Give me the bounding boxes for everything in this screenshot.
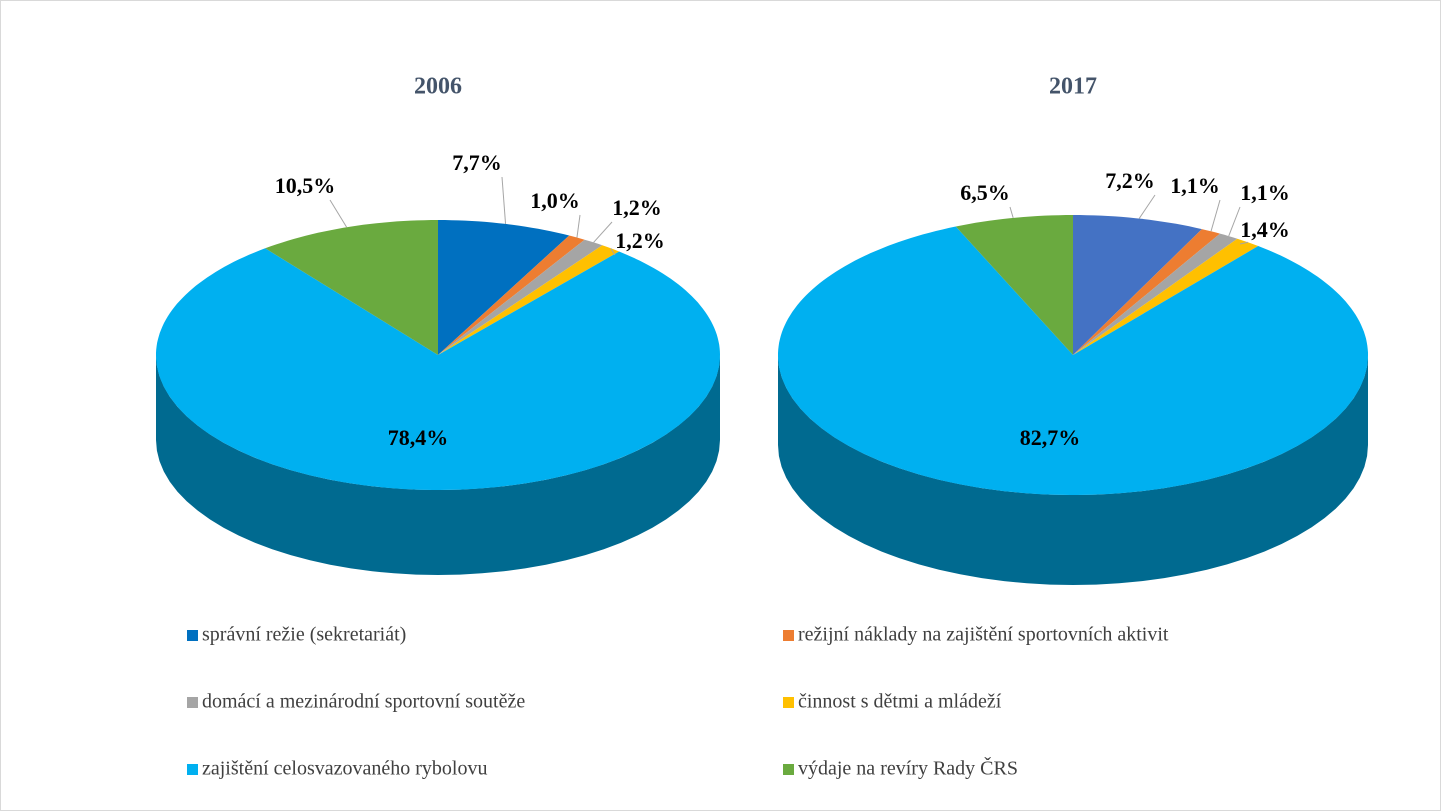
chart-title: 2017 (1049, 74, 1097, 100)
data-label: 1,1% (1240, 180, 1290, 205)
slice (1073, 215, 1202, 355)
leader-line (1009, 206, 1014, 219)
legend-swatch (783, 697, 794, 708)
data-label: 1,2% (612, 195, 662, 220)
legend-swatch (187, 697, 198, 708)
slice (778, 226, 1368, 495)
data-label: 1,4% (1240, 217, 1290, 242)
data-label: 10,5% (275, 173, 336, 198)
leader-line (501, 176, 507, 224)
slice (1073, 229, 1220, 355)
slice-side (156, 355, 720, 575)
leader-line (593, 221, 613, 243)
data-label: 7,2% (1105, 168, 1155, 193)
legend-label: režijní náklady na zajištění sportovních… (798, 624, 1169, 646)
slice (265, 220, 438, 355)
data-label: 78,4% (388, 425, 449, 450)
data-label: 1,2% (615, 228, 665, 253)
legend-label: činnost s dětmi a mládeží (798, 691, 1002, 713)
legend-label: zajištění celosvazovaného rybolovu (202, 758, 487, 780)
slice (438, 245, 620, 355)
legend-label: domácí a mezinárodní sportovní soutěže (202, 691, 525, 713)
leader-line (1210, 199, 1221, 232)
data-label: 82,7% (1020, 425, 1081, 450)
legend-swatch (187, 630, 198, 641)
leader-line (1138, 194, 1156, 219)
data-label: 7,7% (452, 150, 502, 175)
leader-line (610, 248, 616, 256)
slice (438, 239, 603, 355)
legend-label: výdaje na revíry Rady ČRS (798, 756, 1018, 780)
data-label: 6,5% (960, 180, 1010, 205)
legend-swatch (783, 630, 794, 641)
slice-side (778, 355, 1368, 585)
legend-swatch (187, 764, 198, 775)
chart-title: 2006 (414, 74, 462, 100)
legend-swatch (783, 764, 794, 775)
data-label: 1,0% (530, 188, 580, 213)
data-label: 1,1% (1170, 173, 1220, 198)
slice (438, 220, 570, 355)
leader-line (1228, 206, 1241, 237)
leader-line (329, 199, 348, 228)
slice (1073, 238, 1259, 355)
leader-line (576, 214, 581, 238)
legend-label: správní režie (sekretariát) (202, 624, 406, 646)
leader-line (1239, 241, 1249, 245)
slice (438, 235, 585, 355)
slice (156, 248, 720, 490)
slice (955, 215, 1073, 355)
slice (1073, 233, 1238, 355)
